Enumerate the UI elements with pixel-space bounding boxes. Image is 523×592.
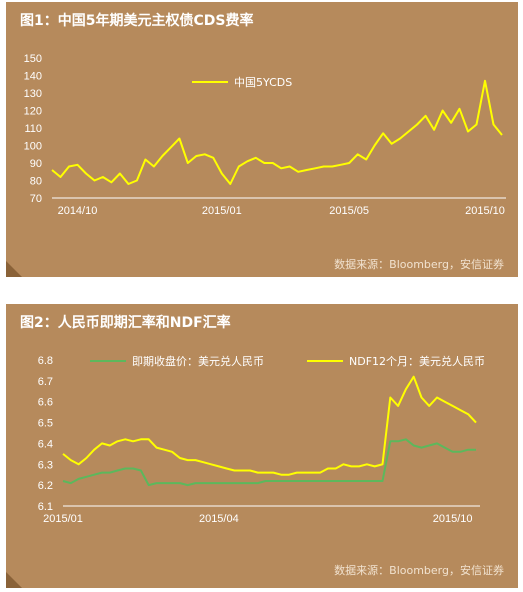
- y-tick-label: 6.4: [38, 438, 53, 450]
- cds-chart: 70 80 90 100 110 120 130 140 150 2014/10 2015/01 20…: [24, 53, 506, 217]
- y-tick-label: 100: [24, 141, 42, 153]
- y-tick-label: 120: [24, 106, 42, 118]
- y-tick-label: 90: [30, 158, 42, 170]
- y-tick-label: 150: [24, 53, 42, 65]
- legend-label: 即期收盘价：美元兑人民币: [132, 354, 264, 368]
- y-tick-label: 6.3: [38, 459, 53, 471]
- x-tick-label: 2015/10: [433, 513, 473, 525]
- chart-title: 图2：人民币即期汇率和NDF汇率: [20, 315, 231, 331]
- series-line-0: [51, 79, 503, 185]
- legend-label: NDF12个月：美元兑人民币: [349, 354, 485, 368]
- y-tick-label: 6.6: [38, 397, 53, 409]
- source-note: 数据来源：Bloomberg，安信证券: [334, 258, 504, 271]
- chart-panel-cds: 图1：中国5年期美元主权债CDS费率 70 80 90 100 110 120 130 140…: [6, 2, 518, 277]
- y-tick-label: 110: [24, 123, 42, 135]
- source-note: 数据来源：Bloomberg，安信证券: [334, 564, 504, 577]
- y-tick-label: 6.7: [38, 376, 53, 388]
- x-tick-label: 2015/10: [465, 205, 505, 217]
- series-line-1: [62, 375, 477, 476]
- y-tick-label: 70: [30, 193, 42, 205]
- corner-fold: [6, 572, 22, 588]
- x-tick-label: 2015/01: [202, 205, 242, 217]
- y-tick-label: 130: [24, 88, 42, 100]
- x-tick-label: 2015/04: [199, 513, 239, 525]
- chart-title: 图1：中国5年期美元主权债CDS费率: [20, 13, 254, 29]
- x-tick-label: 2014/10: [58, 205, 98, 217]
- legend-label: 中国5YCDS: [234, 76, 292, 89]
- y-tick-label: 140: [24, 71, 42, 83]
- y-tick-label: 80: [30, 176, 42, 188]
- y-tick-label: 6.5: [38, 418, 53, 430]
- corner-fold: [6, 261, 22, 277]
- y-tick-label: 6.8: [38, 355, 53, 367]
- fx-chart: 6.1 6.2 6.3 6.4 6.5 6.6 6.7 6.8 2015/01 2015/04 20…: [38, 354, 485, 525]
- series-line-0: [62, 438, 476, 487]
- chart-panel-fx: 图2：人民币即期汇率和NDF汇率 6.1 6.2 6.3 6.4 6.5 6.6 6.7 6.…: [6, 304, 518, 588]
- y-tick-label: 6.1: [38, 501, 53, 513]
- x-tick-label: 2015/05: [329, 205, 369, 217]
- y-tick-label: 6.2: [38, 480, 53, 492]
- x-tick-label: 2015/01: [43, 513, 83, 525]
